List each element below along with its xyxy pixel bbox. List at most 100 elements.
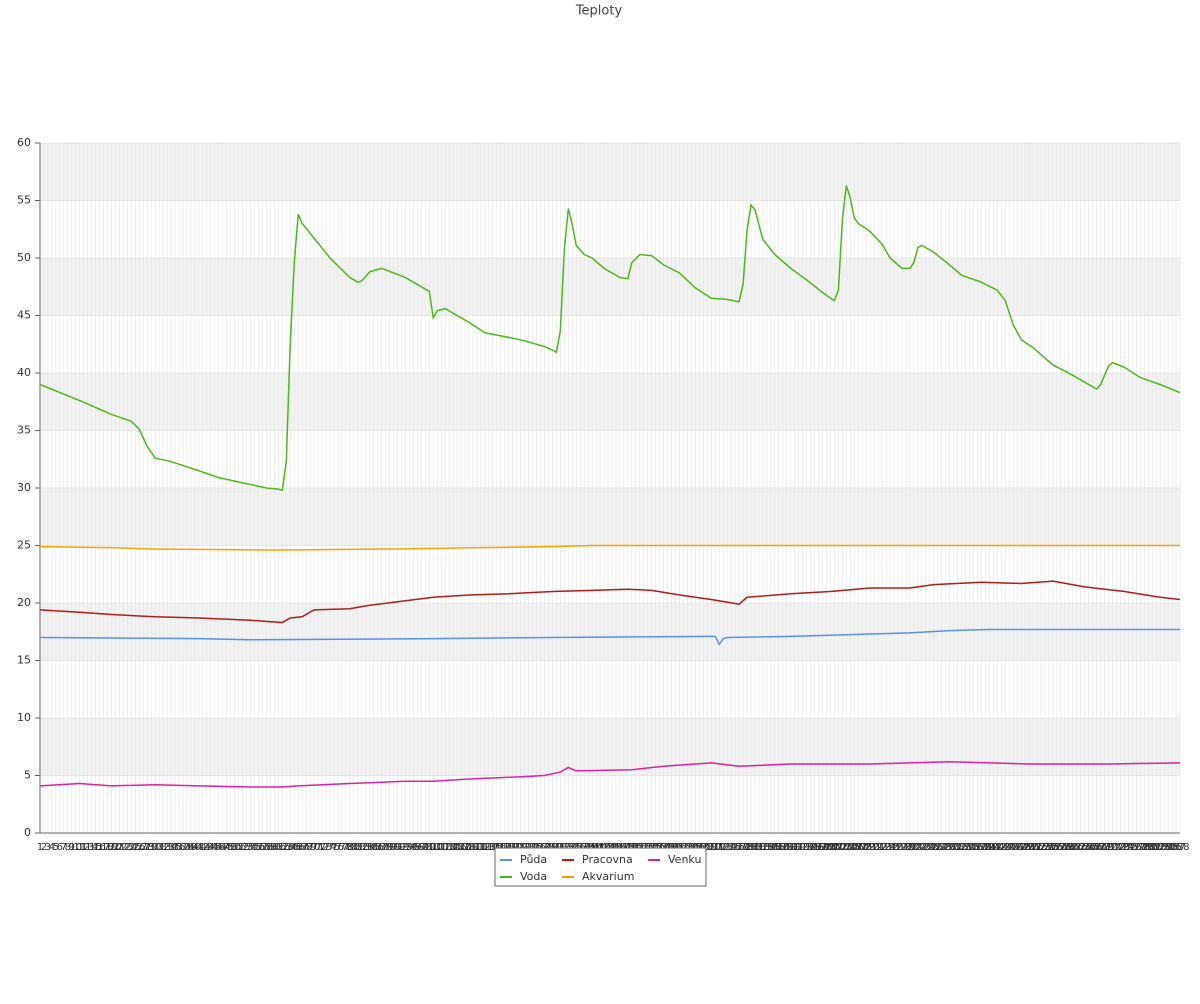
x-tick-label: 171 — [706, 842, 725, 853]
x-tick-label: 99 — [423, 842, 436, 853]
x-tick-label: 101 — [428, 842, 447, 853]
x-tick-label: 55 — [248, 842, 261, 853]
x-tick-label: 40 — [189, 842, 202, 853]
x-tick-label: 73 — [320, 842, 333, 853]
x-tick-label: 3 — [45, 842, 51, 853]
x-tick-label: 37 — [177, 842, 190, 853]
x-tick-label: 96 — [411, 842, 424, 853]
x-tick-label: 44 — [204, 842, 217, 853]
x-tick-label: 234 — [956, 842, 975, 853]
x-tick-label: 182 — [749, 842, 768, 853]
x-tick-label: 269 — [1095, 842, 1114, 853]
x-tick-label: 199 — [817, 842, 836, 853]
x-tick-label: 184 — [757, 842, 776, 853]
y-tick-label: 40 — [17, 366, 31, 379]
x-tick-label: 25 — [129, 842, 142, 853]
x-tick-label: 24 — [125, 842, 138, 853]
x-tick-label: 247 — [1008, 842, 1027, 853]
x-tick-label: 280 — [1139, 842, 1158, 853]
x-tick-label: 76 — [332, 842, 345, 853]
x-tick-label: 46 — [212, 842, 225, 853]
x-tick-label: 29 — [145, 842, 158, 853]
x-tick-label: 251 — [1023, 842, 1042, 853]
x-tick-label: 286 — [1163, 842, 1182, 853]
x-tick-label: 34 — [165, 842, 178, 853]
x-tick-label: 272 — [1107, 842, 1126, 853]
line-series — [39, 544, 1180, 551]
x-tick-label: 95 — [407, 842, 420, 853]
x-tick-label: 214 — [877, 842, 896, 853]
x-tick-label: 115 — [483, 842, 502, 853]
x-tick-label: 81 — [351, 842, 364, 853]
x-tick-label: 14 — [85, 842, 98, 853]
x-tick-label: 270 — [1099, 842, 1118, 853]
x-tick-label: 107 — [451, 842, 470, 853]
x-tick-label: 216 — [884, 842, 903, 853]
x-tick-label: 278 — [1131, 842, 1150, 853]
x-tick-label: 174 — [718, 842, 737, 853]
x-tick-label: 74 — [324, 842, 337, 853]
x-tick-label: 255 — [1039, 842, 1058, 853]
legend-label: Půda — [520, 853, 547, 866]
x-tick-label: 50 — [228, 842, 241, 853]
x-tick-label: 106 — [448, 842, 467, 853]
x-tick-label: 245 — [1000, 842, 1019, 853]
x-tick-label: 27 — [137, 842, 150, 853]
x-tick-label: 100 — [424, 842, 443, 853]
x-tick-label: 169 — [698, 842, 717, 853]
x-tick-label: 68 — [300, 842, 313, 853]
x-tick-label: 230 — [940, 842, 959, 853]
x-tick-label: 264 — [1075, 842, 1094, 853]
x-tick-label: 17 — [97, 842, 110, 853]
x-tick-label: 48 — [220, 842, 233, 853]
x-tick-label: 273 — [1111, 842, 1130, 853]
x-tick-label: 177 — [730, 842, 749, 853]
x-tick-label: 13 — [81, 842, 94, 853]
chart-title: Teploty — [575, 4, 623, 19]
x-tick-label: 267 — [1087, 842, 1106, 853]
x-tick-label: 181 — [745, 842, 764, 853]
x-tick-label: 187 — [769, 842, 788, 853]
x-tick-label: 277 — [1127, 842, 1146, 853]
x-tick-label: 22 — [117, 842, 130, 853]
x-tick-label: 288 — [1170, 842, 1189, 853]
x-tick-label: 97 — [415, 842, 428, 853]
x-tick-label: 7 — [61, 842, 67, 853]
grid-band — [40, 143, 1180, 201]
legend-box — [494, 847, 707, 887]
x-tick-label: 249 — [1016, 842, 1035, 853]
x-tick-label: 109 — [459, 842, 478, 853]
y-tick-label: 10 — [17, 711, 31, 724]
line-series — [39, 760, 1181, 788]
y-tick-label: 45 — [17, 309, 31, 322]
y-tick-label: 60 — [17, 136, 31, 149]
y-tick-label: 15 — [17, 654, 31, 667]
x-tick-label: 266 — [1083, 842, 1102, 853]
x-tick-label: 92 — [395, 842, 408, 853]
x-tick-label: 192 — [789, 842, 808, 853]
x-tick-label: 35 — [169, 842, 182, 853]
x-tick-label: 196 — [805, 842, 824, 853]
x-tick-label: 19 — [105, 842, 118, 853]
x-tick-label: 204 — [837, 842, 856, 853]
x-tick-label: 205 — [841, 842, 860, 853]
x-tick-label: 63 — [280, 842, 293, 853]
legend-label: Pracovna — [582, 853, 633, 866]
x-tick-label: 213 — [873, 842, 892, 853]
x-tick-label: 279 — [1135, 842, 1154, 853]
x-tick-label: 36 — [173, 842, 186, 853]
x-tick-label: 224 — [916, 842, 935, 853]
x-tick-label: 93 — [399, 842, 412, 853]
legend-label: Akvarium — [582, 870, 634, 883]
x-tick-label: 215 — [880, 842, 899, 853]
x-tick-label: 271 — [1103, 842, 1122, 853]
x-tick-label: 282 — [1147, 842, 1166, 853]
x-tick-label: 256 — [1043, 842, 1062, 853]
x-tick-label: 257 — [1047, 842, 1066, 853]
x-tick-label: 20 — [109, 842, 122, 853]
x-tick-label: 265 — [1079, 842, 1098, 853]
x-tick-label: 78 — [339, 842, 352, 853]
x-tick-label: 89 — [383, 842, 396, 853]
x-tick-label: 260 — [1059, 842, 1078, 853]
x-tick-label: 186 — [765, 842, 784, 853]
